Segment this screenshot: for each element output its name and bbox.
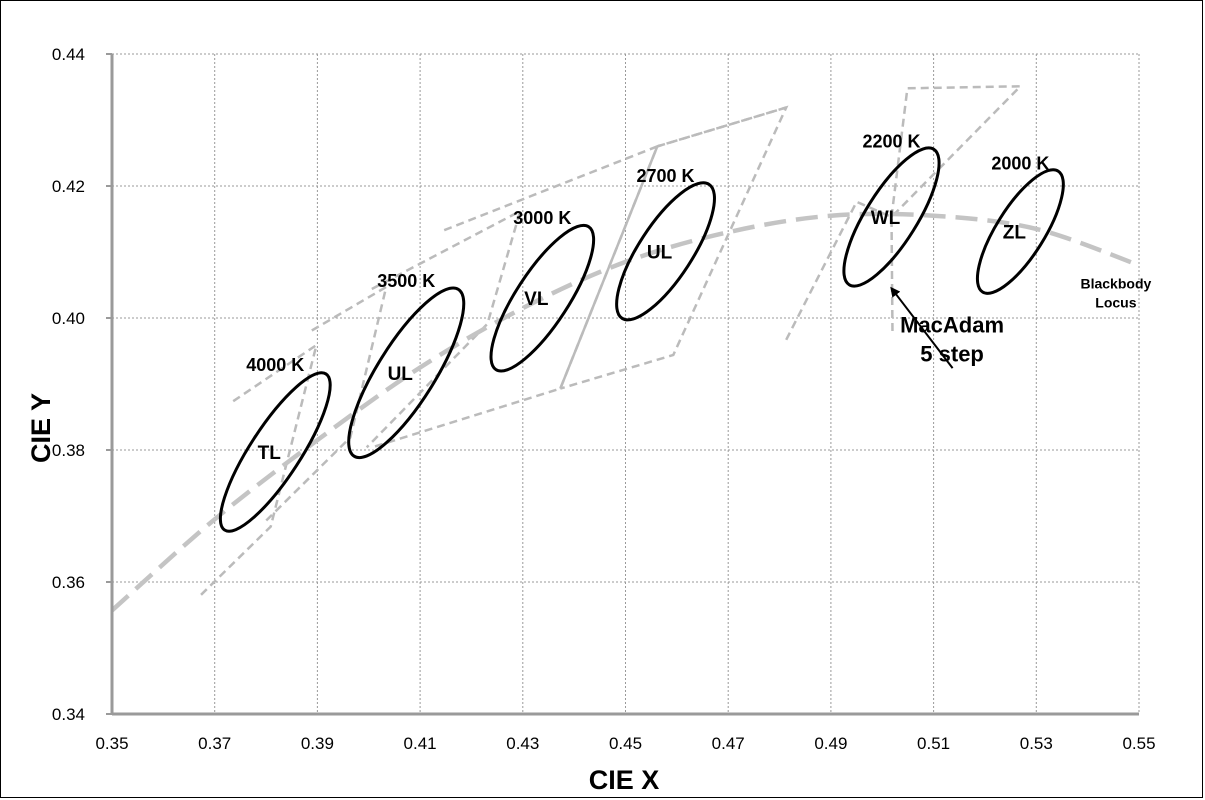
y-axis-title: CIE Y: [26, 393, 56, 463]
ellipse-name-label: ZL: [1003, 223, 1027, 244]
macadam-quadrangle: [785, 200, 894, 341]
x-tick-label: 0.41: [404, 734, 437, 753]
annotation-text: 5 step: [920, 342, 984, 367]
macadam-quadrangle: [265, 284, 389, 522]
macadam-quadrangle: [890, 84, 1024, 218]
axes: [106, 53, 1139, 716]
macadam-quadrangles: [198, 84, 1024, 598]
cct-label: 3000 K: [513, 208, 571, 228]
cct-label: 2000 K: [991, 154, 1049, 174]
cct-label: 4000 K: [246, 355, 304, 375]
x-tick-label: 0.47: [712, 734, 745, 753]
y-tick-label: 0.34: [52, 705, 85, 724]
ellipse-name-label: WL: [871, 208, 901, 229]
cct-label: 2200 K: [862, 132, 920, 152]
ellipse-name-label: UL: [647, 242, 673, 263]
y-tick-label: 0.42: [52, 177, 85, 196]
ellipse-ul: [347, 286, 466, 460]
ellipse-wl: [842, 146, 941, 288]
y-tick-label: 0.36: [52, 573, 85, 592]
ellipse-name-label: UL: [388, 364, 414, 385]
grid-lines: [112, 53, 1140, 714]
x-tick-label: 0.37: [198, 734, 231, 753]
x-tick-label: 0.39: [301, 734, 334, 753]
y-tick-label: 0.40: [52, 309, 85, 328]
blackbody-locus-label: Blackbody: [1080, 275, 1151, 291]
x-tick-label: 0.45: [609, 734, 642, 753]
y-tick-label: 0.38: [52, 441, 85, 460]
macadam-quadrangle: [365, 208, 523, 449]
x-tick-label: 0.49: [814, 734, 847, 753]
quadrangle-solid-edge: [559, 145, 659, 390]
blackbody-locus-curve: [110, 211, 1140, 613]
ellipse-name-label: TL: [258, 443, 282, 464]
macadam-quadrangle: [198, 342, 319, 598]
cct-label: 2700 K: [637, 166, 695, 186]
blackbody-locus-line: [110, 211, 1140, 613]
x-axis-title: CIE X: [589, 765, 660, 795]
macadam-ellipses: [218, 146, 1065, 533]
ellipse-tl: [218, 371, 332, 533]
tick-labels: 0.35 0.37 0.39 0.41 0.43 0.45 0.47 0.49 0.51 0.53…: [52, 45, 1156, 753]
x-tick-label: 0.35: [95, 734, 128, 753]
chart-labels: TL 4000 K UL 3500 K VL 3000 K UL 2700 K WL 2200 K…: [246, 132, 1151, 464]
macadam-quadrangle: [656, 106, 787, 148]
annotation-arrow: [890, 286, 954, 369]
cct-label: 3500 K: [377, 271, 435, 291]
macadam-quadrangle: [371, 144, 660, 449]
ellipse-vl: [489, 223, 596, 373]
x-tick-label: 0.53: [1020, 734, 1053, 753]
x-tick-label: 0.51: [917, 734, 950, 753]
ellipse-ul: [615, 181, 716, 322]
x-tick-label: 0.55: [1122, 734, 1155, 753]
annotation-text: MacAdam: [900, 313, 1004, 338]
ellipse-name-label: VL: [524, 289, 549, 310]
x-tick-label: 0.43: [506, 734, 539, 753]
ellipse-zl: [975, 168, 1065, 295]
blackbody-locus-label: Locus: [1095, 294, 1136, 310]
y-tick-label: 0.44: [52, 45, 85, 64]
